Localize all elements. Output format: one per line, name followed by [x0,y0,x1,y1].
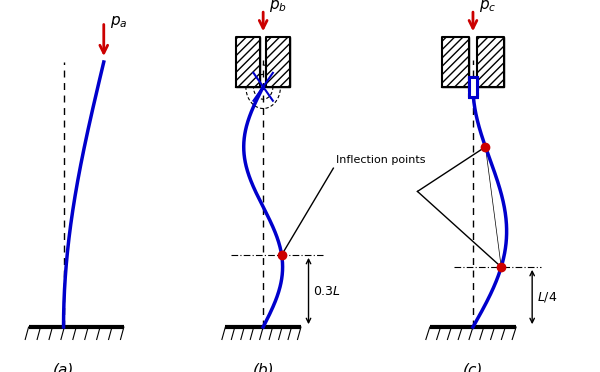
Polygon shape [236,37,260,87]
Bar [469,77,477,97]
Text: 0.3$L$: 0.3$L$ [313,285,341,298]
Text: (a): (a) [53,363,74,372]
Text: Inflection points: Inflection points [335,155,425,165]
Polygon shape [442,37,469,87]
Polygon shape [476,37,504,87]
Polygon shape [442,37,469,87]
Bar [468,76,478,99]
Text: $p_b$: $p_b$ [269,0,287,14]
Polygon shape [266,37,290,87]
Text: $p_c$: $p_c$ [479,0,497,14]
Text: $L$/4: $L$/4 [537,290,557,304]
Text: $p_a$: $p_a$ [110,14,128,30]
Polygon shape [266,37,290,87]
Text: (b): (b) [253,363,274,372]
Text: (c): (c) [463,363,483,372]
Polygon shape [236,37,260,87]
Polygon shape [476,37,504,87]
